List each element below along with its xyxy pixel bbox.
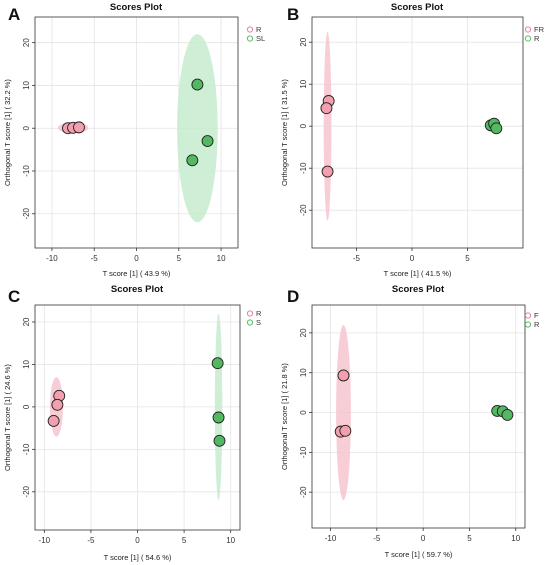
data-point-sl xyxy=(201,135,214,148)
panel-label: B xyxy=(287,5,299,24)
x-tick-label: 0 xyxy=(410,254,415,263)
data-point-f xyxy=(337,369,350,382)
x-tick-label: 5 xyxy=(177,254,182,263)
y-tick-label: -10 xyxy=(22,165,31,177)
y-axis-label: Orthogonal T score [1] ( 21.8 %) xyxy=(280,363,289,470)
legend-marker-fr xyxy=(524,26,532,33)
x-tick-label: 5 xyxy=(182,536,187,545)
legend-marker-r xyxy=(246,310,254,317)
panel-a: A Scores Plot -10 -5 0 5 10 -20 -10 0 10 20 T score … xyxy=(3,2,265,278)
y-tick-label: -20 xyxy=(299,486,308,498)
data-point-fr xyxy=(320,102,333,115)
plot-frame xyxy=(311,16,524,249)
x-tick-label: -10 xyxy=(46,254,58,263)
data-point-sl xyxy=(191,78,204,91)
legend-label-fr: FR xyxy=(534,25,545,34)
y-tick-label: -10 xyxy=(22,443,31,455)
plot-frame xyxy=(311,304,526,529)
data-point-s xyxy=(211,357,224,370)
chart-title: Scores Plot xyxy=(111,284,164,295)
data-point-r xyxy=(51,398,64,411)
data-point-r xyxy=(490,122,503,135)
x-tick-label: 5 xyxy=(465,254,470,263)
panel-label: D xyxy=(287,287,299,306)
panel-label: C xyxy=(8,287,20,306)
x-tick-label: 0 xyxy=(135,536,140,545)
legend-marker-r xyxy=(524,35,532,42)
x-tick-label: 0 xyxy=(421,534,426,543)
legend-label-f: F xyxy=(534,311,539,320)
x-tick-label: 0 xyxy=(134,254,139,263)
y-tick-label: 0 xyxy=(299,410,308,415)
legend-label-s: S xyxy=(256,318,261,327)
data-point-r xyxy=(73,121,85,134)
legend-marker-r xyxy=(524,321,532,328)
legend-label-r: R xyxy=(256,25,262,34)
y-tick-label: 10 xyxy=(22,359,31,368)
panel-d: D Scores Plot -10 -5 0 5 10 -20 -10 0 10 20 T score … xyxy=(280,284,540,559)
y-tick-label: 0 xyxy=(22,404,31,409)
data-point-r xyxy=(47,414,60,427)
data-point-f xyxy=(339,424,352,437)
panel-label: A xyxy=(8,5,20,24)
data-point-r xyxy=(501,408,514,421)
y-tick-label: 0 xyxy=(22,125,31,130)
y-tick-label: 20 xyxy=(22,38,31,47)
x-axis-label: T score [1] ( 41.5 %) xyxy=(384,269,452,278)
y-tick-label: -10 xyxy=(299,162,308,174)
y-tick-label: 0 xyxy=(299,123,308,128)
panel-c: C Scores Plot -10 -5 0 5 10 -20 -10 0 10 20 T score … xyxy=(3,284,262,562)
y-tick-label: -10 xyxy=(299,446,308,458)
data-point-s xyxy=(212,411,225,424)
x-tick-label: -10 xyxy=(325,534,337,543)
x-tick-label: -10 xyxy=(39,536,51,545)
y-tick-label: -20 xyxy=(22,207,31,219)
x-tick-label: -5 xyxy=(373,534,381,543)
y-tick-label: 20 xyxy=(299,328,308,337)
x-axis-label: T score [1] ( 59.7 %) xyxy=(385,550,453,559)
x-tick-label: 10 xyxy=(511,534,520,543)
legend-label-sl: SL xyxy=(256,34,265,43)
legend-label-r: R xyxy=(256,309,262,318)
chart-title: Scores Plot xyxy=(392,284,445,295)
x-tick-label: -5 xyxy=(91,254,99,263)
legend-label-r: R xyxy=(534,34,540,43)
y-tick-label: 10 xyxy=(299,368,308,377)
y-axis-label: Orthogonal T score [1] ( 32.2 %) xyxy=(3,79,12,186)
data-point-fr xyxy=(321,165,334,178)
chart-title: Scores Plot xyxy=(391,2,444,13)
legend-label-r: R xyxy=(534,320,540,329)
y-tick-label: 20 xyxy=(22,317,31,326)
y-axis-label: Orthogonal T score [1] ( 31.5 %) xyxy=(280,79,289,186)
x-tick-label: 10 xyxy=(226,536,235,545)
x-axis-label: T score [1] ( 43.9 %) xyxy=(103,269,171,278)
confidence-ellipse-s xyxy=(214,313,223,501)
legend-marker-s xyxy=(246,319,254,326)
x-tick-label: -5 xyxy=(353,254,361,263)
x-tick-label: 10 xyxy=(217,254,226,263)
y-tick-label: 10 xyxy=(22,80,31,89)
legend-marker-sl xyxy=(246,35,254,42)
legend-marker-f xyxy=(524,312,532,319)
y-axis-label: Orthogonal T score [1] ( 24.6 %) xyxy=(3,364,12,471)
y-tick-label: -20 xyxy=(22,485,31,497)
y-tick-label: 20 xyxy=(299,37,308,46)
confidence-ellipse-f xyxy=(336,324,351,501)
confidence-ellipse-fr xyxy=(323,31,332,221)
data-point-s xyxy=(213,434,226,447)
x-tick-label: -5 xyxy=(87,536,95,545)
chart-title: Scores Plot xyxy=(110,2,163,13)
x-axis-label: T score [1] ( 54.6 %) xyxy=(104,553,172,562)
y-tick-label: -20 xyxy=(299,204,308,216)
data-point-sl xyxy=(186,154,199,167)
panel-b: B Scores Plot -5 0 5 -20 -10 0 10 20 T score [1] (… xyxy=(280,2,545,278)
legend-marker-r xyxy=(246,26,254,33)
x-tick-label: 5 xyxy=(467,534,472,543)
y-tick-label: 10 xyxy=(299,79,308,88)
confidence-ellipse-sl xyxy=(177,34,218,223)
